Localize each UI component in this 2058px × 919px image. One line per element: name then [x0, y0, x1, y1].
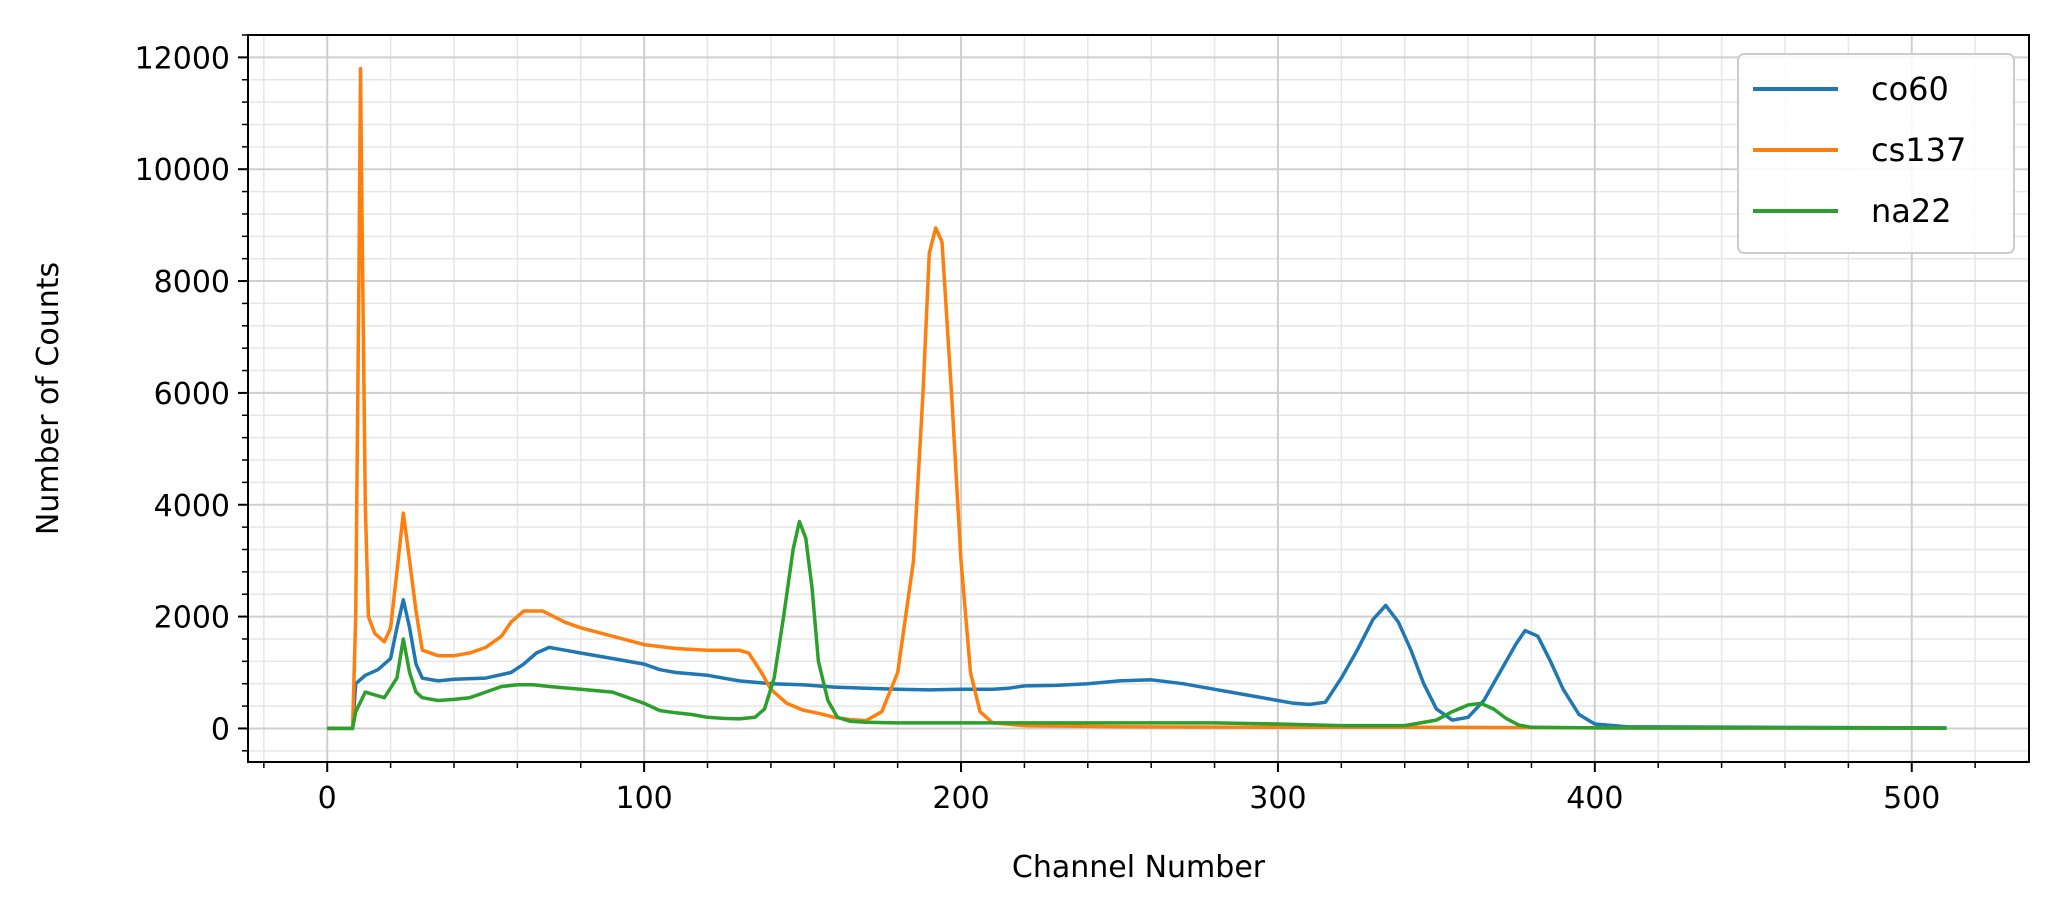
series-line-cs137 — [327, 66, 1947, 731]
legend: co60 cs137 na22 — [1737, 53, 2015, 254]
x-tick-label: 100 — [615, 781, 672, 816]
series-line-co60 — [327, 598, 1947, 731]
legend-label-cs137: cs137 — [1871, 131, 1966, 169]
x-tick-label: 0 — [318, 781, 337, 816]
x-tick-label: 400 — [1566, 781, 1623, 816]
x-tick-label: 200 — [932, 781, 989, 816]
legend-label-co60: co60 — [1871, 70, 1949, 108]
x-tick-label: 300 — [1249, 781, 1306, 816]
series-layer — [327, 66, 1947, 731]
x-axis-label: Channel Number — [1012, 850, 1266, 885]
x-tick-label: 500 — [1883, 781, 1940, 816]
major-gridlines — [248, 35, 2029, 762]
y-tick-label: 4000 — [154, 489, 230, 524]
y-tick-label: 10000 — [135, 153, 230, 188]
y-tick-label: 12000 — [135, 41, 230, 76]
plot-frame — [247, 34, 2030, 763]
axis-ticks: 0 100 200 300 400 500 0 2000 4000 6000 8000 10000 12… — [135, 34, 1976, 816]
legend-box — [1737, 53, 2015, 254]
series-line-na22 — [327, 519, 1947, 731]
y-axis-label: Number of Counts — [31, 262, 66, 535]
y-tick-label: 6000 — [154, 377, 230, 412]
legend-label-na22: na22 — [1871, 192, 1952, 230]
y-tick-label: 0 — [211, 712, 230, 747]
y-tick-label: 2000 — [154, 601, 230, 636]
y-tick-label: 8000 — [154, 265, 230, 300]
